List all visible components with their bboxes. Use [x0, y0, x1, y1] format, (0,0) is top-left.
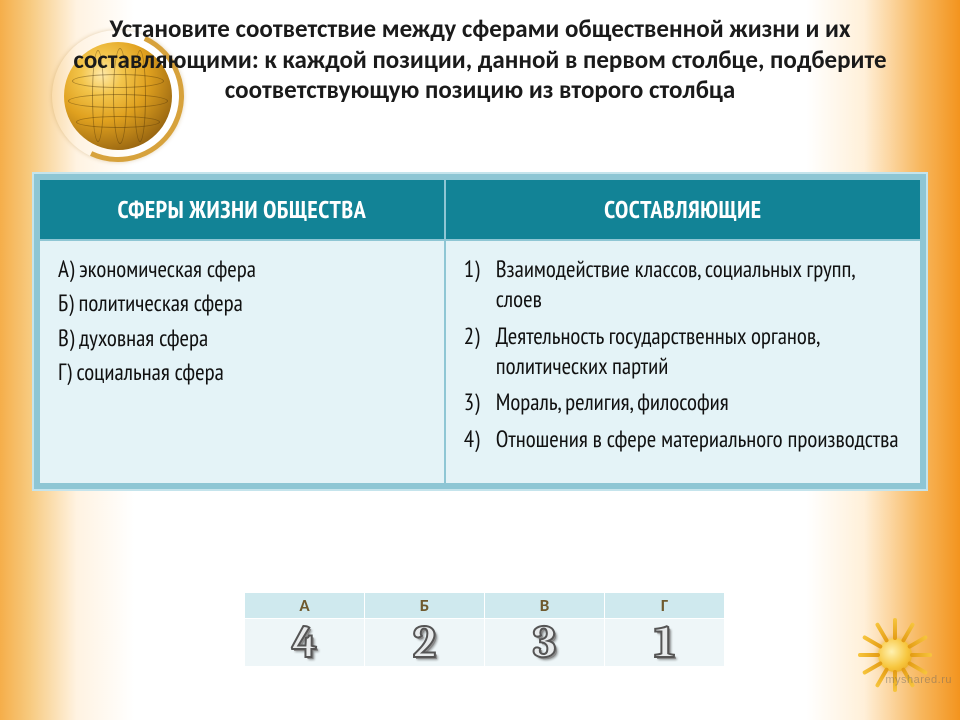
matching-table: СФЕРЫ ЖИЗНИ ОБЩЕСТВА СОСТАВЛЯЮЩИЕ А) эко…	[38, 178, 922, 485]
header-spheres: СФЕРЫ ЖИЗНИ ОБЩЕСТВА	[39, 179, 445, 240]
answer-cell: 2	[365, 619, 485, 667]
right-item: 1) Взаимодействие классов, социальных гр…	[464, 255, 902, 316]
answer-value: 4	[292, 616, 317, 669]
answer-value: 1	[654, 616, 675, 669]
answer-cell: 4	[245, 619, 365, 667]
answer-key-table: А Б В Г 4 2 3 1	[244, 592, 725, 667]
answer-cell: 3	[485, 619, 605, 667]
right-cell: 1) Взаимодействие классов, социальных гр…	[445, 240, 921, 484]
right-item: 4) Отношения в сфере материального произ…	[464, 425, 902, 455]
right-item-text: Взаимодействие классов, социальных групп…	[496, 255, 902, 316]
answer-value: 2	[413, 616, 436, 669]
left-item: В) духовная сфера	[58, 324, 426, 354]
right-item: 3) Мораль, религия, философия	[464, 388, 902, 418]
left-item: Г) социальная сфера	[58, 358, 426, 388]
right-item: 2) Деятельность государственных органов,…	[464, 322, 902, 383]
left-item: А) экономическая сфера	[58, 255, 426, 285]
right-item-text: Отношения в сфере материального производ…	[496, 425, 902, 455]
header-components: СОСТАВЛЯЮЩИЕ	[445, 179, 921, 240]
left-item: Б) политическая сфера	[58, 289, 426, 319]
answer-value: 3	[533, 616, 556, 669]
right-item-number: 2)	[464, 322, 496, 383]
right-item-text: Деятельность государственных органов, по…	[496, 322, 902, 383]
answer-cell: 1	[605, 619, 725, 667]
right-item-number: 4)	[464, 425, 496, 455]
right-item-number: 1)	[464, 255, 496, 316]
watermark: myshared.ru	[885, 674, 952, 686]
right-item-text: Мораль, религия, философия	[496, 388, 902, 418]
left-cell: А) экономическая сфера Б) политическая с…	[39, 240, 445, 484]
page-title: Установите соответствие между сферами об…	[20, 14, 940, 106]
right-item-number: 3)	[464, 388, 496, 418]
